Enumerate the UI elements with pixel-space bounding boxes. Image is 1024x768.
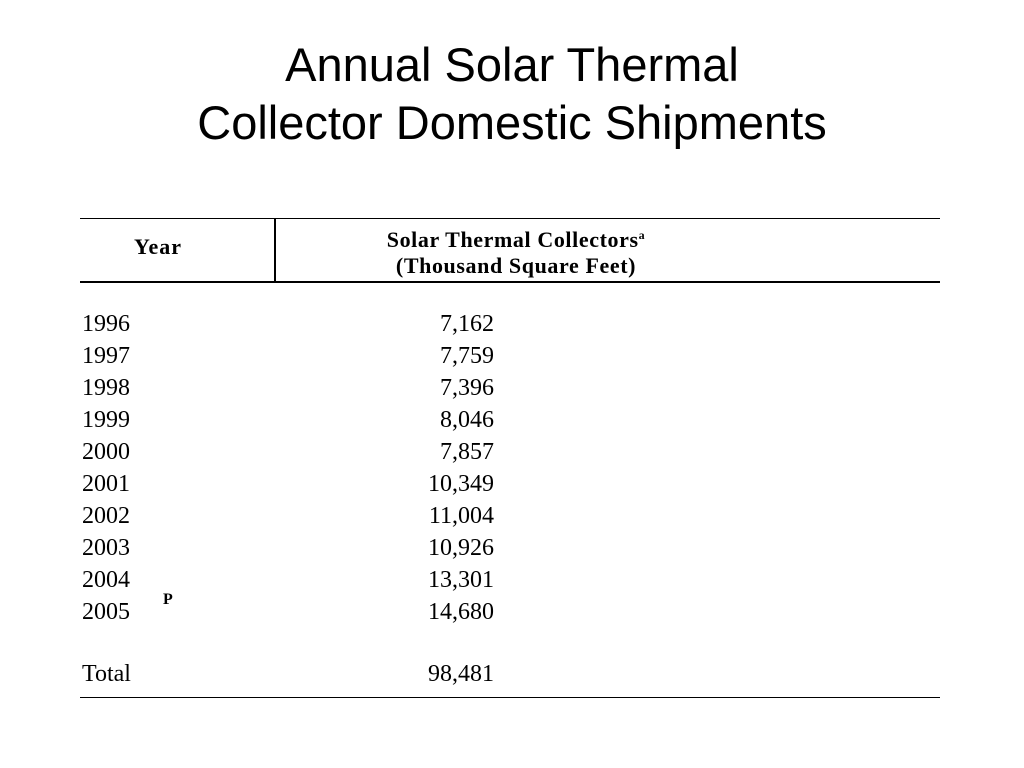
shipments-table: Year Solar Thermal Collectorsa (Thousand… xyxy=(80,218,940,698)
table-row: 2002 11,004 xyxy=(80,500,940,532)
header-footnote-marker: a xyxy=(638,228,646,242)
header-collectors-units: (Thousand Square Feet) xyxy=(395,253,637,278)
table-bottom-rule xyxy=(80,697,940,698)
table-row: 1998 7,396 xyxy=(80,372,940,404)
total-label: Total xyxy=(82,661,131,687)
row-year: 2005 xyxy=(82,599,130,625)
table-row: 2000 7,857 xyxy=(80,436,940,468)
slide-title-line-2: Collector Domestic Shipments xyxy=(197,96,827,149)
preliminary-marker: P xyxy=(163,591,173,608)
row-value: 11,004 xyxy=(428,503,494,529)
row-year: 2003 xyxy=(82,535,130,561)
row-value: 10,926 xyxy=(428,535,494,561)
table-row: 2005 P 14,680 xyxy=(80,591,940,628)
header-year: Year xyxy=(134,234,182,259)
row-value: 7,759 xyxy=(440,343,494,369)
row-year: 1998 xyxy=(82,375,130,401)
row-value: 10,349 xyxy=(428,471,494,497)
row-year: 2001 xyxy=(82,471,130,497)
table-total-row: Total 98,481 xyxy=(80,658,940,690)
table-body: 1996 7,162 1997 7,759 1998 7,396 1999 8,… xyxy=(80,308,940,628)
table-row: 1996 7,162 xyxy=(80,308,940,340)
row-value: 13,301 xyxy=(428,567,494,593)
header-collectors-line-1: Solar Thermal Collectorsa xyxy=(276,222,756,253)
row-year: 2002 xyxy=(82,503,130,529)
header-collectors: Solar Thermal Collectorsa (Thousand Squa… xyxy=(276,222,756,279)
table-row: 2004 13,301 xyxy=(80,564,940,596)
row-year: 1999 xyxy=(82,407,130,433)
table-row: 2001 10,349 xyxy=(80,468,940,500)
table-header-rule xyxy=(80,281,940,283)
row-value: 14,680 xyxy=(428,599,494,625)
slide-title-line-1: Annual Solar Thermal xyxy=(285,38,739,91)
header-collectors-label: Solar Thermal Collectors xyxy=(386,227,639,252)
table-row: 1999 8,046 xyxy=(80,404,940,436)
row-year: 1997 xyxy=(82,343,130,369)
total-value: 98,481 xyxy=(428,661,494,687)
table-top-rule xyxy=(80,218,940,219)
row-value: 7,162 xyxy=(440,311,494,337)
header-divider xyxy=(274,218,276,281)
row-value: 7,396 xyxy=(440,375,494,401)
row-year: 2000 xyxy=(82,439,130,465)
table-row: 2003 10,926 xyxy=(80,532,940,564)
row-value: 8,046 xyxy=(440,407,494,433)
row-year: 1996 xyxy=(82,311,130,337)
row-year: 2004 xyxy=(82,567,130,593)
row-value: 7,857 xyxy=(440,439,494,465)
slide-title: Annual Solar Thermal Collector Domestic … xyxy=(0,36,1024,152)
table-row: 1997 7,759 xyxy=(80,340,940,372)
